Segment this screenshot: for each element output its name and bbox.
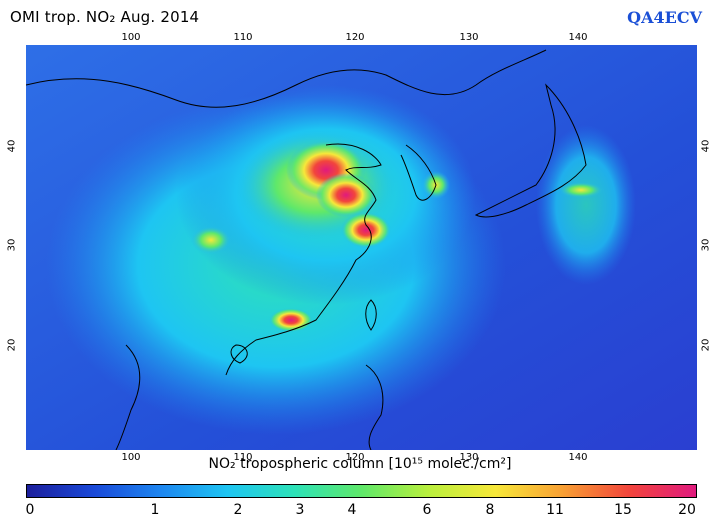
lat-tick-left: 30 bbox=[6, 238, 18, 252]
lon-tick-top: 120 bbox=[345, 32, 365, 43]
colorbar-label: 0 bbox=[25, 502, 35, 518]
lon-tick-bottom: 120 bbox=[345, 452, 365, 463]
lat-tick-right: 40 bbox=[700, 139, 712, 153]
colorbar-label: 6 bbox=[422, 502, 432, 518]
hotspot-sichuan bbox=[191, 226, 231, 254]
lon-tick-top: 110 bbox=[233, 32, 253, 43]
colorbar bbox=[26, 484, 697, 498]
colorbar-label: 1 bbox=[150, 502, 160, 518]
coastline-hainan bbox=[230, 344, 248, 364]
japan-field bbox=[536, 125, 636, 285]
lat-tick-right: 30 bbox=[700, 238, 712, 252]
coastline-indochina bbox=[115, 344, 141, 450]
coastline-taiwan bbox=[365, 299, 377, 331]
coastline-philippines bbox=[365, 364, 384, 450]
colorbar-label: 15 bbox=[614, 502, 632, 518]
colorbar-label: 8 bbox=[485, 502, 495, 518]
hotspot-pearl-delta bbox=[269, 308, 313, 332]
lon-tick-top: 140 bbox=[568, 32, 588, 43]
no2-map bbox=[26, 45, 697, 450]
coastline-china-east bbox=[225, 143, 382, 376]
lon-tick-bottom: 130 bbox=[459, 452, 479, 463]
colorbar-label: 11 bbox=[546, 502, 564, 518]
colorbar-label: 2 bbox=[233, 502, 243, 518]
lon-tick-bottom: 140 bbox=[568, 452, 588, 463]
colorbar-label: 4 bbox=[347, 502, 357, 518]
colorbar-label: 20 bbox=[678, 502, 696, 518]
lon-tick-top: 130 bbox=[459, 32, 479, 43]
map-title: OMI trop. NO₂ Aug. 2014 bbox=[10, 8, 200, 26]
coastline-korea bbox=[400, 144, 437, 201]
lon-tick-bottom: 110 bbox=[233, 452, 253, 463]
colorbar-caption: NO₂ tropospheric column [10¹⁵ molec./cm²… bbox=[208, 456, 512, 472]
lat-tick-left: 20 bbox=[6, 338, 18, 352]
brand-label: QA4ECV bbox=[627, 8, 702, 27]
lon-tick-top: 100 bbox=[121, 32, 141, 43]
hotspot-japan bbox=[559, 182, 603, 198]
coastline-japan bbox=[474, 83, 587, 218]
lat-tick-left: 40 bbox=[6, 139, 18, 153]
hotspot-shandong bbox=[316, 173, 376, 217]
colorbar-label: 3 bbox=[295, 502, 305, 518]
hotspot-yangtze-delta bbox=[341, 212, 391, 248]
lat-tick-right: 20 bbox=[700, 338, 712, 352]
lon-tick-bottom: 100 bbox=[121, 452, 141, 463]
coastline-north-border bbox=[26, 49, 547, 108]
coastlines bbox=[26, 49, 587, 450]
